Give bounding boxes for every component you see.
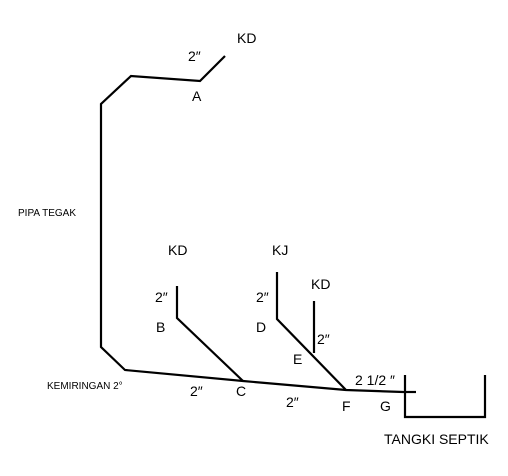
label-node-f: F — [342, 398, 351, 414]
pipe-stack-main — [99, 55, 404, 394]
label-pipa-tegak: PIPA TEGAK — [18, 208, 76, 219]
label-node-b: B — [156, 319, 165, 335]
label-kd-top: KD — [237, 30, 256, 46]
label-size-c: 2″ — [190, 383, 203, 399]
label-size-e: 2″ — [317, 331, 330, 347]
label-node-e: E — [293, 351, 302, 367]
label-size-b: 2″ — [155, 289, 168, 305]
pipe-branch-b — [175, 286, 244, 382]
label-node-a: A — [192, 88, 202, 104]
label-node-g: G — [380, 398, 391, 414]
label-kj: KJ — [272, 242, 288, 258]
label-node-c: C — [236, 383, 246, 399]
label-kemiringan: KEMIRINGAN 2° — [47, 381, 123, 392]
label-kd-b: KD — [168, 242, 187, 258]
label-size-top: 2″ — [188, 48, 201, 64]
label-node-d: D — [256, 319, 266, 335]
label-tangki-septik: TANGKI SEPTIK — [384, 431, 489, 447]
label-size-d: 2″ — [256, 289, 269, 305]
pipe-branch-d — [275, 272, 347, 391]
label-size-cf: 2″ — [286, 394, 299, 410]
label-size-fg: 2 1/2 ″ — [355, 372, 395, 388]
label-kd-e: KD — [311, 276, 330, 292]
septic-tank — [403, 375, 487, 419]
